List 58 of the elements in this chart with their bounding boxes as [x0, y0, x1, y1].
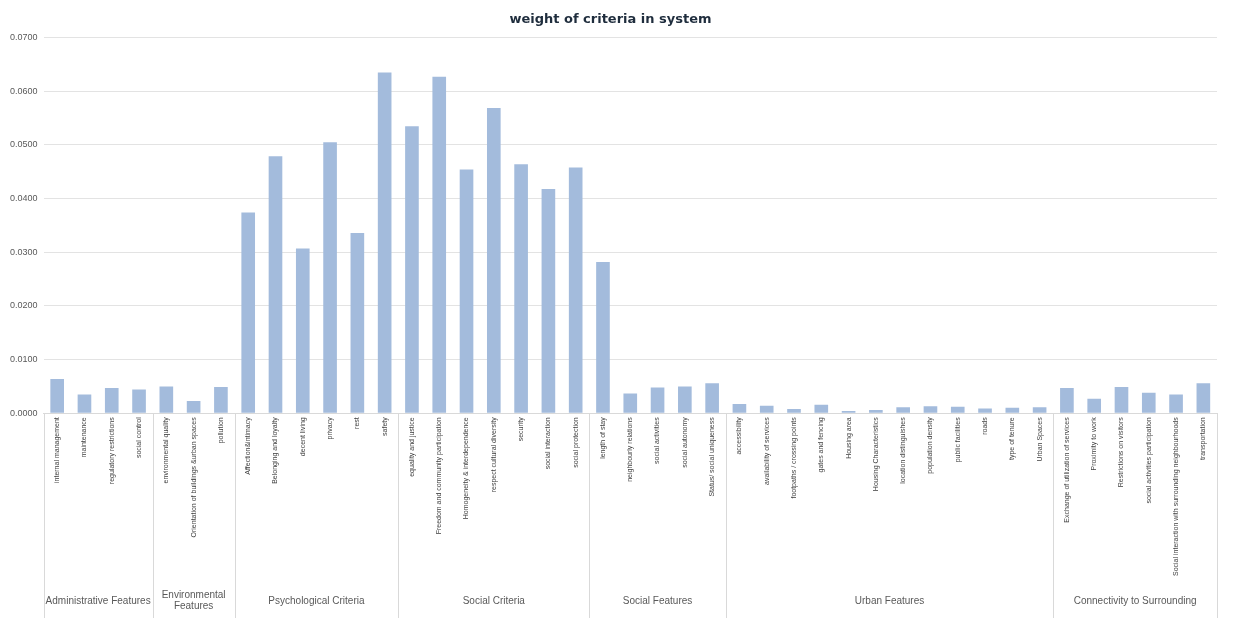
bar: [787, 408, 801, 413]
bar: [486, 107, 501, 413]
text: Social Features: [622, 594, 693, 606]
y-tick-label: 0.0000: [10, 407, 38, 418]
bar: [514, 164, 528, 413]
bar: [377, 72, 392, 413]
bar: [978, 408, 992, 413]
y-tick-label: 0.0400: [10, 193, 38, 204]
bar: [541, 188, 556, 413]
bar: [623, 393, 638, 413]
text: Connectivity to Surrounding: [1073, 594, 1197, 606]
bar: [77, 394, 92, 413]
y-tick-label: 0.0200: [10, 300, 38, 311]
bar: [295, 248, 310, 413]
bar: [241, 212, 256, 413]
chart-title: weight of criteria in system: [509, 11, 712, 27]
bar: [732, 404, 747, 413]
bar: [1087, 398, 1102, 413]
bar: [159, 386, 174, 413]
bar: [459, 169, 474, 413]
bar: [568, 167, 583, 413]
text: Environmental Features: [161, 589, 226, 612]
bar: [132, 389, 146, 413]
bar: [323, 142, 337, 413]
bar: [50, 378, 64, 413]
bar: [1114, 386, 1129, 413]
bar: [923, 406, 938, 413]
y-tick-label: 0.0700: [10, 32, 38, 43]
y-tick-label: 0.0500: [10, 139, 38, 150]
text: Administrative Features: [45, 594, 151, 606]
bar: [1032, 407, 1047, 413]
bar: [814, 404, 829, 413]
bar: [950, 406, 965, 413]
bar: [650, 387, 665, 413]
bar: [1141, 392, 1156, 413]
bar: [596, 261, 610, 413]
bar: [896, 407, 910, 413]
bar: [104, 388, 119, 413]
text: Psychological Criteria: [268, 594, 365, 606]
bar: [1060, 388, 1074, 413]
bar: [705, 383, 719, 413]
y-tick-label: 0.0300: [10, 246, 38, 257]
bar: [214, 386, 228, 413]
bar: [1005, 407, 1020, 413]
y-tick-label: 0.0100: [10, 354, 38, 365]
text: Social Criteria: [462, 594, 526, 606]
y-tick-label: 0.0600: [10, 85, 38, 96]
text: Urban Features: [854, 594, 925, 606]
bar: [1196, 383, 1211, 413]
bar: [432, 76, 447, 413]
bar: [678, 386, 692, 413]
bar: [405, 126, 419, 413]
bar: [869, 410, 883, 413]
bar: [268, 156, 283, 413]
bar: [1169, 394, 1183, 413]
bar: [186, 400, 201, 413]
bar: [759, 405, 774, 413]
bar: [350, 232, 365, 413]
